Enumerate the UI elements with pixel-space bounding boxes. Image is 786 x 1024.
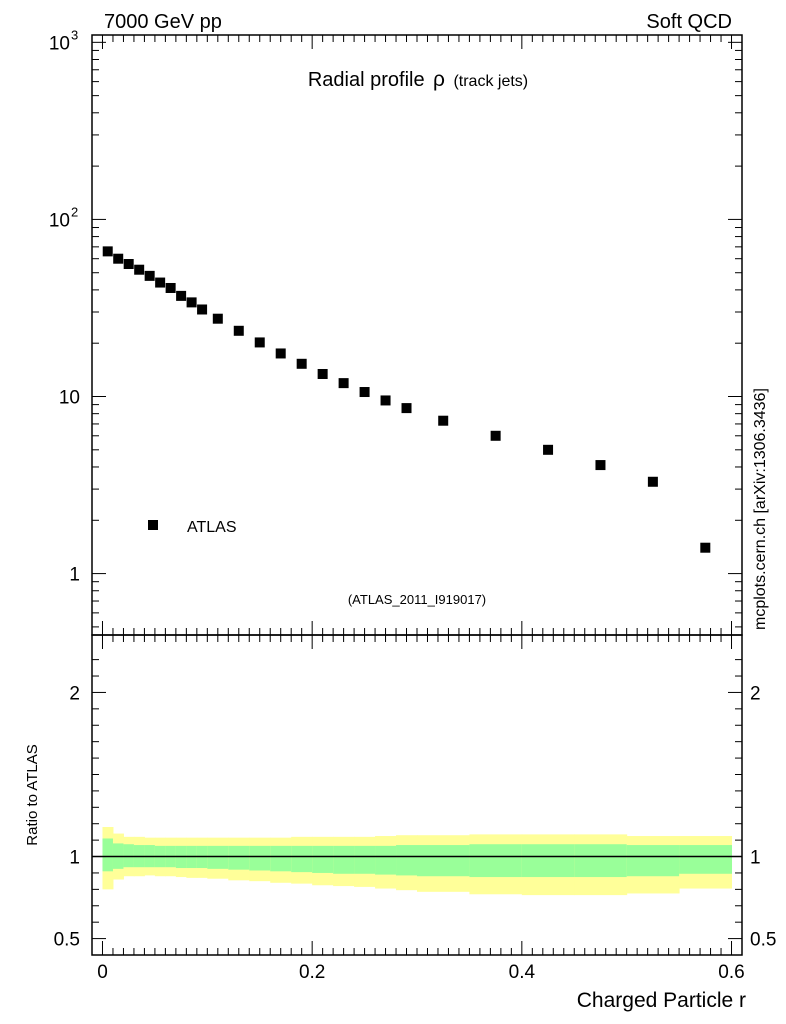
data-point-2 [123, 259, 134, 270]
data-point-20 [438, 415, 449, 426]
data-point-15 [317, 368, 328, 379]
data-point-12 [254, 337, 265, 348]
axis-ticks [92, 35, 742, 955]
inner-band-bin-10 [207, 845, 229, 869]
data-point-13 [275, 348, 286, 359]
inner-band-bin-24 [626, 845, 680, 877]
data-point-3 [134, 264, 145, 275]
y-tick-label-ratio-left-0: 0.5 [54, 930, 80, 951]
data-point-19 [401, 403, 412, 414]
inner-band-bin-23 [574, 844, 628, 878]
inner-band-bin-15 [312, 845, 334, 873]
inner-band-bin-16 [333, 845, 355, 874]
x-axis-label: Charged Particle r [577, 989, 746, 1012]
ratio-ylabel: Ratio to ATLAS [24, 744, 41, 845]
x-tick-label-0: 0 [97, 962, 108, 983]
energy-label: 7000 GeV pp [104, 11, 222, 33]
data-point-23 [595, 460, 606, 471]
inner-band-bin-12 [249, 845, 271, 871]
data-point-18 [380, 395, 391, 406]
data-point-17 [359, 387, 370, 398]
data-point-25 [700, 542, 711, 553]
inner-band-bin-0 [102, 838, 114, 872]
ratio-panel-frame [91, 634, 743, 956]
data-point-5 [155, 277, 166, 288]
y-tick-label-ratio-right-1: 1 [750, 848, 761, 869]
x-tick-label-1: 0.2 [299, 962, 325, 983]
y-tick-exponent-main-3: 3 [71, 27, 78, 42]
side-citation-label: mcplots.cern.ch [arXiv:1306.3436] [752, 388, 769, 630]
inner-band-bin-11 [228, 845, 250, 870]
inner-band-bin-19 [396, 845, 418, 876]
y-tick-label-main-0: 1 [69, 565, 80, 586]
data-point-7 [176, 290, 187, 301]
inner-band-bin-13 [270, 845, 292, 872]
data-point-21 [490, 430, 501, 441]
y-tick-label-main-2: 10 [49, 210, 70, 231]
y-tick-label-ratio-right-2: 2 [750, 683, 761, 704]
inner-band-bin-14 [291, 845, 313, 873]
y-tick-label-ratio-left-2: 2 [69, 683, 80, 704]
inner-band-bin-21 [469, 844, 523, 878]
data-point-16 [338, 378, 349, 389]
analysis-id-label: (ATLAS_2011_I919017) [348, 592, 486, 607]
data-point-4 [144, 270, 155, 281]
data-point-11 [233, 325, 244, 336]
data-point-10 [212, 313, 223, 324]
x-tick-label-2: 0.4 [509, 962, 536, 983]
data-point-6 [165, 282, 176, 293]
x-tick-label-3: 0.6 [718, 962, 744, 983]
category-label: Soft QCD [646, 11, 732, 33]
y-tick-exponent-main-2: 2 [71, 204, 78, 219]
inner-band-bin-17 [354, 845, 376, 874]
main-panel-frame [91, 34, 743, 636]
data-point-24 [647, 476, 658, 487]
y-tick-label-main-3: 10 [49, 33, 70, 54]
inner-band-bin-25 [679, 845, 733, 874]
inner-band-bin-18 [375, 845, 397, 875]
inner-band-bin-20 [417, 845, 470, 877]
legend-label-atlas: ATLAS [187, 519, 237, 536]
inner-band-bin-2 [123, 844, 135, 868]
data-point-8 [186, 297, 197, 308]
y-tick-label-main-1: 10 [59, 388, 80, 409]
data-point-1 [113, 253, 124, 264]
data-point-14 [296, 358, 307, 369]
atlas-data-series [102, 246, 711, 553]
y-tick-label-ratio-right-0: 0.5 [750, 930, 776, 951]
plot-title: Radial profile ρ (track jets) [308, 68, 528, 91]
inner-band-bin-22 [521, 844, 575, 878]
data-point-9 [197, 304, 208, 315]
data-point-0 [102, 246, 113, 257]
data-point-22 [543, 444, 554, 455]
ratio-bands [102, 827, 733, 896]
legend-marker [148, 520, 158, 530]
y-tick-label-ratio-left-1: 1 [69, 848, 80, 869]
